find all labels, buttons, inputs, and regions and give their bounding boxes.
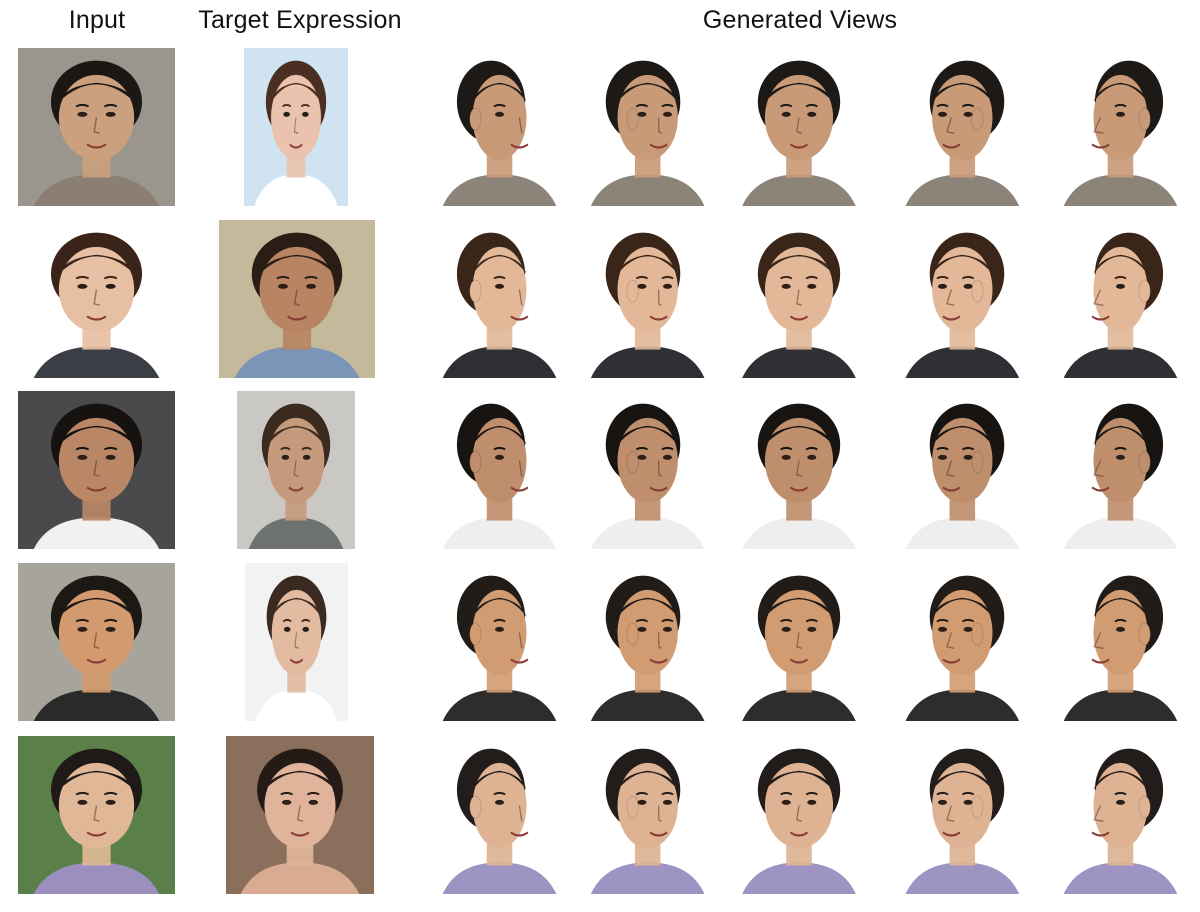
generated-view-image	[572, 220, 714, 378]
input-face-image	[18, 563, 175, 721]
generated-view-image	[896, 48, 1038, 206]
generated-view-image	[1058, 220, 1200, 378]
generated-view-image	[420, 736, 562, 894]
generated-view-image	[572, 736, 714, 894]
header-target-expression: Target Expression	[198, 6, 402, 34]
target-expression-image	[226, 736, 374, 894]
input-face-image	[18, 48, 175, 206]
input-face-image	[18, 736, 175, 894]
generated-view-image	[420, 220, 562, 378]
generated-view-image	[1058, 391, 1200, 549]
generated-view-image	[896, 736, 1038, 894]
generated-view-image	[572, 391, 714, 549]
generated-view-image	[420, 391, 562, 549]
generated-view-image	[1058, 48, 1200, 206]
generated-view-image	[1058, 736, 1200, 894]
generated-view-image	[420, 48, 562, 206]
generated-view-image	[728, 736, 870, 894]
generated-view-image	[896, 563, 1038, 721]
input-face-image	[18, 220, 175, 378]
generated-view-image	[420, 563, 562, 721]
input-face-image	[18, 391, 175, 549]
generated-view-image	[896, 391, 1038, 549]
generated-view-image	[728, 391, 870, 549]
target-expression-image	[245, 563, 348, 721]
generated-view-image	[572, 48, 714, 206]
generated-view-image	[896, 220, 1038, 378]
target-expression-image	[237, 391, 355, 549]
generated-view-image	[728, 563, 870, 721]
generated-view-image	[728, 48, 870, 206]
generated-view-image	[728, 220, 870, 378]
generated-view-image	[1058, 563, 1200, 721]
header-generated-views: Generated Views	[702, 6, 898, 34]
target-expression-image	[244, 48, 348, 206]
target-expression-image	[219, 220, 375, 378]
generated-view-image	[572, 563, 714, 721]
header-input: Input	[68, 6, 126, 34]
